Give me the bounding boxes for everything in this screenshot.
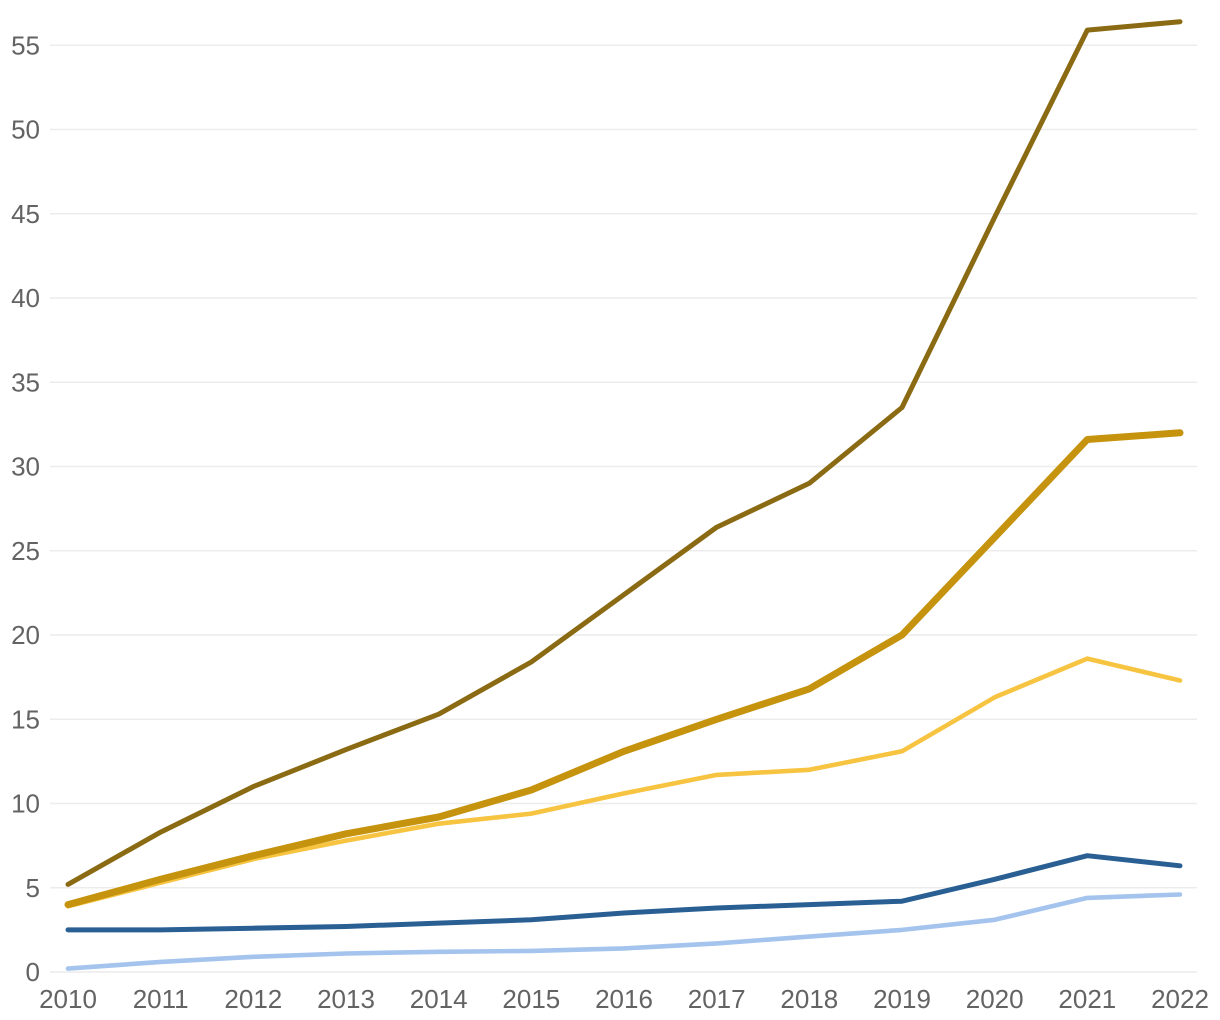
y-axis-tick-label: 50 <box>11 115 40 145</box>
olive-line <box>65 19 1183 887</box>
y-axis-tick-label: 10 <box>11 789 40 819</box>
golden-line <box>64 429 1184 909</box>
dark-blue-line <box>65 853 1183 933</box>
y-axis-tick-label: 55 <box>11 30 40 60</box>
y-axis-tick-label: 35 <box>11 367 40 397</box>
x-axis-tick-label: 2017 <box>688 984 746 1014</box>
y-axis-tick-label: 25 <box>11 536 40 566</box>
x-axis-tick-label: 2013 <box>317 984 375 1014</box>
x-axis-tick-label: 2014 <box>410 984 468 1014</box>
x-axis-tick-label: 2016 <box>595 984 653 1014</box>
y-axis-tick-label: 20 <box>11 620 40 650</box>
y-axis-tick-label: 15 <box>11 704 40 734</box>
light-blue-line <box>65 892 1183 971</box>
x-axis-tick-label: 2022 <box>1151 984 1209 1014</box>
y-axis-tick-label: 30 <box>11 452 40 482</box>
x-axis-tick-label: 2011 <box>133 984 189 1014</box>
x-axis-tick-label: 2010 <box>39 984 97 1014</box>
x-axis-tick-label: 2018 <box>780 984 838 1014</box>
y-axis-tick-label: 45 <box>11 199 40 229</box>
y-axis-tick-label: 40 <box>11 283 40 313</box>
x-axis-tick-label: 2020 <box>966 984 1024 1014</box>
x-axis-tick-label: 2012 <box>224 984 282 1014</box>
y-axis-tick-label: 0 <box>26 957 40 987</box>
x-axis-tick-label: 2021 <box>1058 984 1116 1014</box>
x-axis-tick-label: 2019 <box>873 984 931 1014</box>
y-axis-tick-label: 5 <box>26 873 40 903</box>
yellow-line <box>65 656 1183 909</box>
x-axis-tick-label: 2015 <box>502 984 560 1014</box>
